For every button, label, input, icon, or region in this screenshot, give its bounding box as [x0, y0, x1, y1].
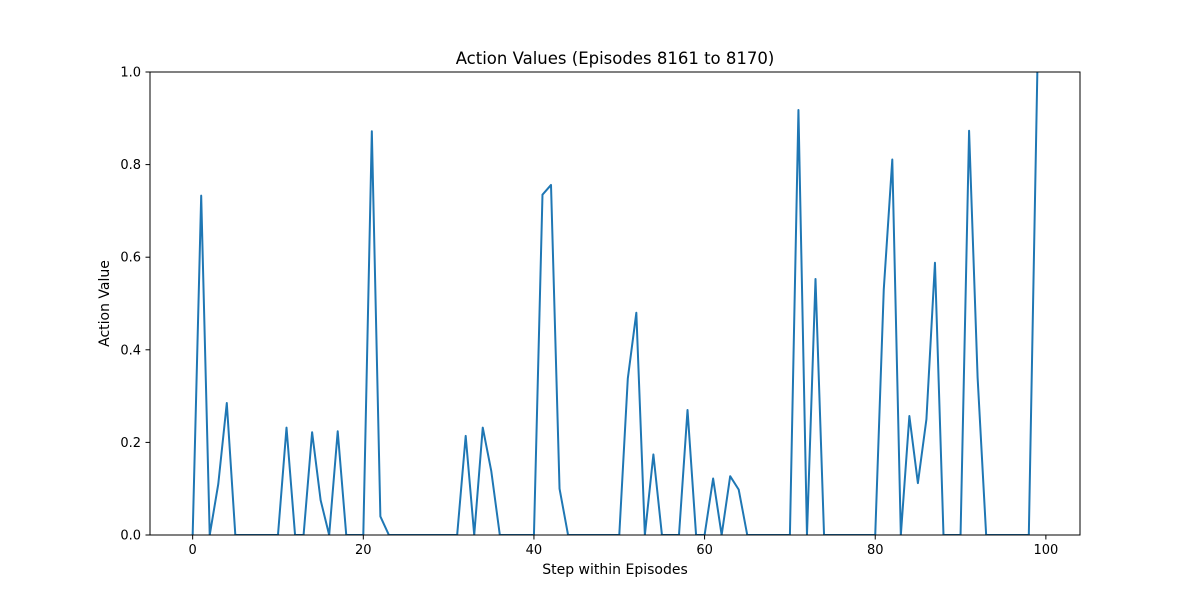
- x-tick-label: 40: [526, 543, 543, 558]
- plot-frame: [149, 71, 1081, 536]
- x-axis-label: Step within Episodes: [542, 562, 688, 578]
- x-tick-label: 0: [189, 543, 197, 558]
- chart-title: Action Values (Episodes 8161 to 8170): [456, 49, 775, 68]
- y-tick-label: 0.0: [120, 529, 141, 544]
- y-tick-label: 0.8: [120, 158, 141, 173]
- y-tick-label: 0.6: [120, 251, 141, 266]
- series-line-0: [191, 72, 1039, 535]
- y-tick-label: 1.0: [120, 66, 141, 81]
- x-tick-label: 20: [355, 543, 372, 558]
- axes-layer: 0 20 40 60 80 100 0.0 0.2 0.4 0.6 0.8 1.0: [120, 66, 1081, 558]
- x-tick-label: 80: [867, 543, 884, 558]
- plot-layer: [191, 72, 1039, 535]
- y-tick-label: 0.4: [120, 343, 141, 358]
- x-tick-label: 60: [696, 543, 713, 558]
- x-tick-label: 100: [1033, 543, 1058, 558]
- y-tick-label: 0.2: [120, 436, 141, 451]
- y-axis-label: Action Value: [97, 260, 113, 347]
